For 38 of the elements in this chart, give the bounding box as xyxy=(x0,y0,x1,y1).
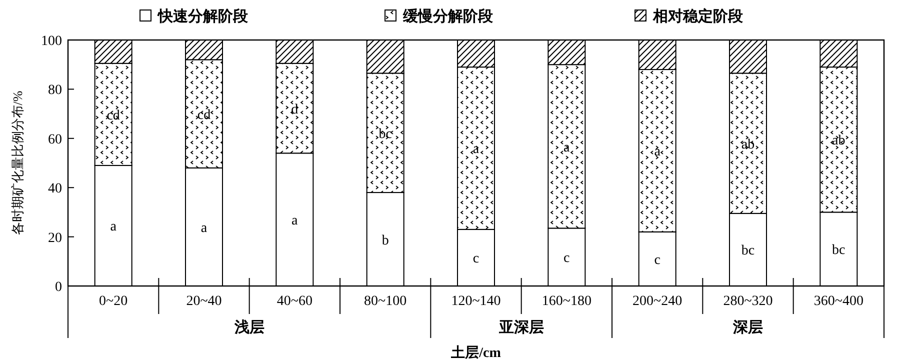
text: 深层 xyxy=(732,319,763,336)
data-label: c xyxy=(654,252,660,268)
data-label: ab xyxy=(741,137,755,152)
y-tick-label: 60 xyxy=(48,132,62,148)
data-label: a xyxy=(292,214,299,229)
y-axis-title: 各时期矿化量比例分布/% xyxy=(10,90,25,236)
legend-label: 快速分解阶段 xyxy=(157,8,249,25)
data-label: c xyxy=(472,252,480,267)
y-tick-label: 40 xyxy=(48,182,62,197)
legend-label: 缓慢分解阶段 xyxy=(402,8,494,25)
data-label: ab xyxy=(832,134,846,149)
y-tick-label: 100 xyxy=(41,34,62,49)
x-tick-label: 20~40 xyxy=(186,294,222,309)
data-label: b xyxy=(382,233,389,248)
x-tick-label: 40~60 xyxy=(276,294,312,309)
data-label: cd xyxy=(197,108,211,123)
data-label: a xyxy=(654,144,662,160)
data-label: bc xyxy=(832,243,846,258)
data-label: cd xyxy=(106,108,120,124)
x-tick-label: 160~180 xyxy=(542,294,592,309)
data-label: a xyxy=(110,220,118,235)
x-tick-label: 280~320 xyxy=(723,294,773,309)
data-label: c xyxy=(564,251,570,266)
data-label: bc xyxy=(741,244,755,259)
x-tick-label: 0~20 xyxy=(99,294,128,309)
data-label: a xyxy=(200,220,208,236)
y-tick-label: 80 xyxy=(48,83,62,98)
legend-label: 相对稳定阶段 xyxy=(652,7,744,25)
text: 浅层 xyxy=(233,319,264,336)
data-label: a xyxy=(564,140,571,156)
x-tick-label: 200~240 xyxy=(632,294,682,309)
x-tick-label: 360~400 xyxy=(814,294,864,309)
x-tick-label: 120~140 xyxy=(451,294,501,309)
y-tick-label: 20 xyxy=(48,230,62,246)
y-tick-label: 0 xyxy=(55,280,62,295)
text: 亚深层 xyxy=(498,319,544,336)
x-axis-title: 土层/cm xyxy=(450,345,502,361)
x-tick-label: 80~100 xyxy=(364,294,407,309)
